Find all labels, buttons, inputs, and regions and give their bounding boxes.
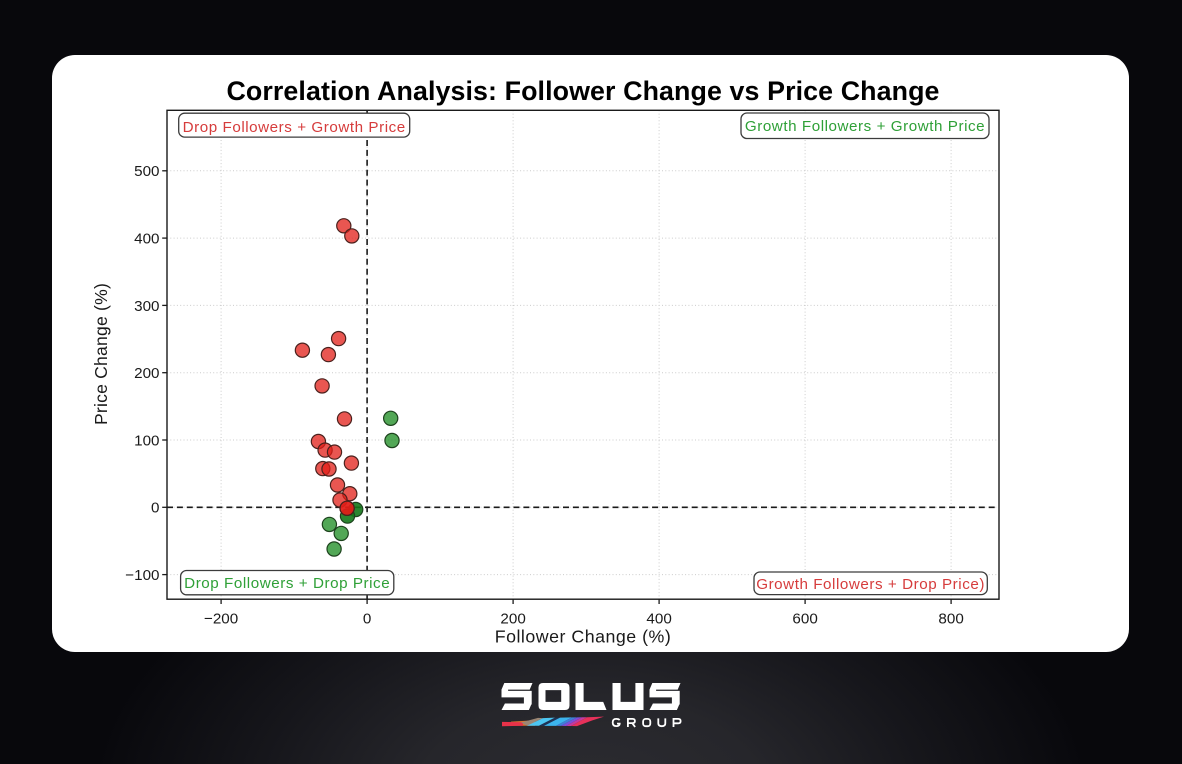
svg-text:400: 400 (134, 231, 159, 248)
svg-text:−200: −200 (204, 610, 238, 627)
svg-text:Drop Followers + Drop Price: Drop Followers + Drop Price (184, 575, 390, 592)
svg-text:0: 0 (151, 500, 159, 517)
svg-text:Growth Followers + Drop Price): Growth Followers + Drop Price) (756, 576, 985, 593)
svg-text:Follower Change (%): Follower Change (%) (495, 626, 672, 646)
svg-text:−100: −100 (125, 567, 159, 584)
svg-text:Correlation Analysis: Follower: Correlation Analysis: Follower Change vs… (226, 76, 939, 106)
svg-text:600: 600 (792, 610, 817, 627)
svg-text:400: 400 (646, 610, 671, 627)
svg-text:0: 0 (363, 610, 371, 627)
svg-text:100: 100 (134, 432, 159, 449)
svg-text:500: 500 (134, 163, 159, 180)
svg-text:200: 200 (500, 610, 525, 627)
svg-text:800: 800 (938, 610, 963, 627)
svg-text:Price Change (%): Price Change (%) (91, 283, 111, 425)
svg-text:Drop Followers + Growth Price: Drop Followers + Growth Price (183, 119, 406, 136)
svg-text:Growth Followers + Growth Pric: Growth Followers + Growth Price (745, 118, 985, 135)
svg-text:200: 200 (134, 365, 159, 382)
svg-text:300: 300 (134, 298, 159, 315)
